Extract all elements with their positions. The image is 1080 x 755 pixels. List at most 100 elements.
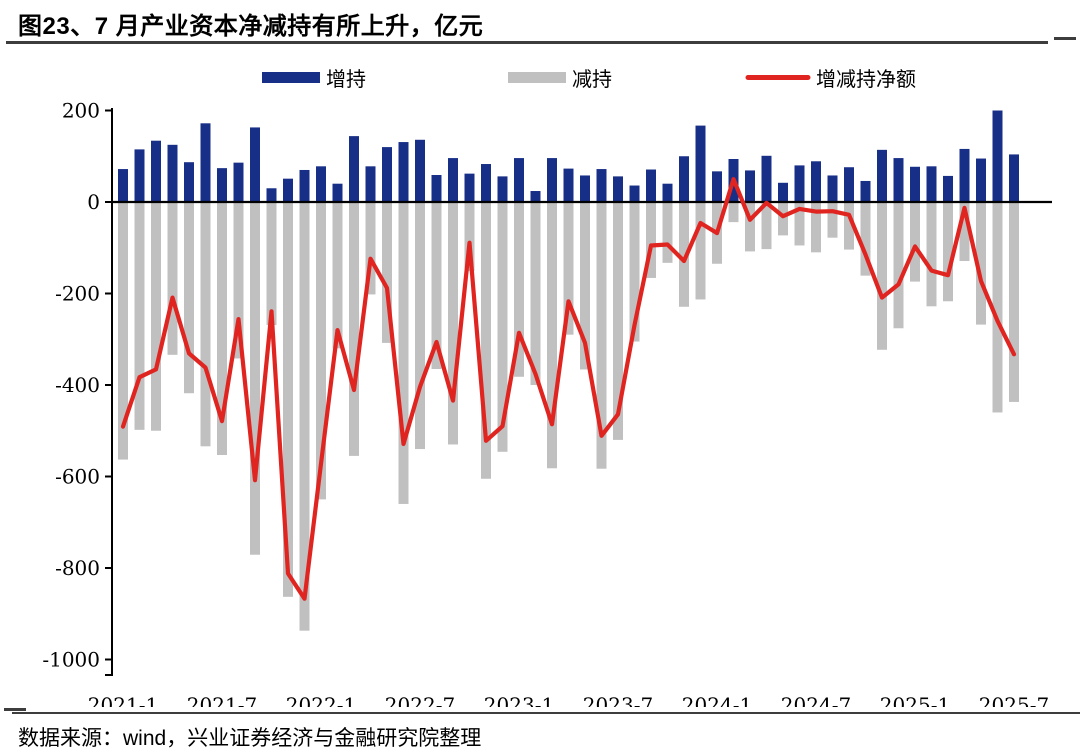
- decrease-bar-2022-10: [464, 202, 475, 272]
- decrease-bar-2022-1: [316, 202, 326, 500]
- increase-bar-2022-12: [497, 176, 508, 202]
- increase-bar-2022-4: [365, 166, 376, 202]
- y-tick-label-200: 200: [62, 99, 100, 123]
- decrease-bar-2025-6: [992, 202, 1003, 413]
- decrease-bar-2023-5: [580, 202, 590, 370]
- decrease-bar-2024-9: [844, 202, 854, 250]
- increase-bar-2024-1: [712, 171, 722, 202]
- decrease-bar-2022-6: [398, 202, 409, 504]
- decrease-bar-2023-6: [596, 202, 607, 469]
- x-tick-label-2025-7: 2025-7: [979, 693, 1049, 707]
- decrease-bar-2024-11: [877, 202, 887, 350]
- increase-bar-2021-6: [200, 123, 211, 202]
- x-tick-label-2025-1: 2025-1: [880, 693, 950, 707]
- increase-bar-2021-1: [118, 169, 128, 202]
- decrease-bar-2022-2: [332, 202, 343, 349]
- decrease-bar-2023-8: [629, 202, 640, 342]
- increase-bar-2022-2: [332, 183, 343, 202]
- decrease-bar-2024-4: [761, 202, 772, 250]
- y-tick-label--600: -600: [55, 465, 100, 489]
- legend-swatch-decrease: [508, 72, 566, 83]
- decrease-bar-2022-3: [349, 202, 359, 456]
- increase-bar-2023-11: [679, 156, 689, 202]
- x-tick-label-2022-7: 2022-7: [385, 693, 455, 707]
- decrease-bar-2023-4: [563, 202, 574, 335]
- increase-bar-2023-2: [530, 191, 541, 202]
- decrease-bar-2024-7: [811, 202, 821, 253]
- increase-bar-2024-8: [827, 175, 838, 202]
- increase-bar-2022-5: [382, 147, 392, 202]
- y-tick-label--200: -200: [55, 282, 100, 306]
- increase-bar-2025-5: [976, 158, 986, 202]
- increase-bar-2023-5: [580, 175, 590, 202]
- chart-area: 增持 减持 增减持净额 200 0 -200 -400 -600 -800 -1000 2021-1…: [0, 45, 1080, 717]
- decrease-bar-2024-12: [893, 202, 904, 329]
- decrease-bar-2024-2: [728, 202, 739, 223]
- decrease-bar-2022-8: [431, 202, 442, 369]
- decrease-bar-2021-7: [217, 202, 227, 455]
- increase-bar-2021-11: [283, 178, 293, 202]
- increase-bar-2021-7: [217, 168, 227, 202]
- decrease-bar-2023-3: [547, 202, 557, 469]
- increase-bar-2022-6: [398, 142, 409, 202]
- increase-bar-2023-12: [695, 125, 706, 202]
- increase-bar-2023-3: [547, 158, 557, 202]
- increase-bar-2021-2: [134, 149, 145, 202]
- increase-bar-2022-7: [415, 139, 425, 202]
- decrease-bar-2021-4: [167, 202, 178, 355]
- title-underline: [6, 41, 1048, 44]
- decrease-bar-2023-7: [613, 202, 623, 440]
- x-tick-label-2021-1: 2021-1: [88, 693, 158, 707]
- decrease-bar-2021-6: [200, 202, 211, 447]
- increase-bar-2021-12: [299, 169, 310, 202]
- y-tick-label--1000: -1000: [42, 648, 100, 672]
- x-tick-label-2022-1: 2022-1: [286, 693, 356, 707]
- x-tick-label-2024-7: 2024-7: [781, 693, 851, 707]
- footer-divider: [12, 712, 1080, 714]
- y-tick-label-0: 0: [87, 190, 100, 214]
- increase-bar-2021-9: [250, 127, 260, 202]
- decrease-bar-2021-1: [118, 202, 128, 460]
- increase-bar-2022-1: [316, 166, 326, 202]
- decrease-bar-2021-10: [266, 202, 277, 326]
- increase-bar-2024-12: [893, 158, 904, 202]
- title-underline-dash: [1054, 37, 1076, 40]
- legend-label-net: 增减持净额: [816, 67, 916, 91]
- increase-bar-2025-7: [1009, 154, 1019, 202]
- increase-bar-2023-8: [629, 185, 640, 202]
- decrease-bar-2023-12: [695, 202, 706, 300]
- increase-bar-2023-7: [613, 176, 623, 202]
- increase-bar-2024-11: [877, 149, 887, 202]
- decrease-bar-2023-1: [514, 202, 524, 377]
- increase-bar-2021-10: [266, 188, 277, 202]
- net-line: [120, 177, 1017, 601]
- increase-bar-2021-4: [167, 144, 178, 202]
- increase-bar-2022-3: [349, 136, 359, 202]
- decrease-bar-2025-3: [943, 202, 953, 302]
- increase-bar-2022-11: [481, 164, 491, 202]
- decrease-bar-2024-6: [794, 202, 805, 246]
- increase-bar-2024-4: [761, 155, 772, 202]
- decrease-bar-2022-11: [481, 202, 491, 479]
- x-tick-label-2021-7: 2021-7: [187, 693, 257, 707]
- decrease-bar-2025-7: [1009, 202, 1019, 402]
- increase-bar-2025-6: [992, 110, 1003, 202]
- decrease-bar-2024-10: [860, 202, 871, 276]
- x-tick-label-2023-1: 2023-1: [484, 693, 554, 707]
- increase-bar-2022-8: [431, 175, 442, 202]
- increase-bar-2021-8: [233, 162, 244, 202]
- x-tick-label-2024-1: 2024-1: [682, 693, 752, 707]
- x-tick-label-2023-7: 2023-7: [583, 693, 653, 707]
- increase-bar-2025-3: [943, 175, 953, 202]
- decrease-bar-2022-12: [497, 202, 508, 452]
- decrease-bar-2021-11: [283, 202, 293, 597]
- data-source-note: 数据来源：wind，兴业证券经济与金融研究院整理: [18, 727, 482, 750]
- increase-bar-2024-9: [844, 167, 854, 202]
- decrease-bar-2023-10: [662, 202, 673, 263]
- increase-bar-2021-3: [151, 140, 161, 202]
- increase-bar-2023-1: [514, 158, 524, 202]
- increase-bar-2024-6: [794, 165, 805, 202]
- increase-bar-2023-10: [662, 183, 673, 202]
- increase-bar-2025-2: [926, 166, 937, 202]
- legend-label-decrease: 减持: [572, 67, 612, 91]
